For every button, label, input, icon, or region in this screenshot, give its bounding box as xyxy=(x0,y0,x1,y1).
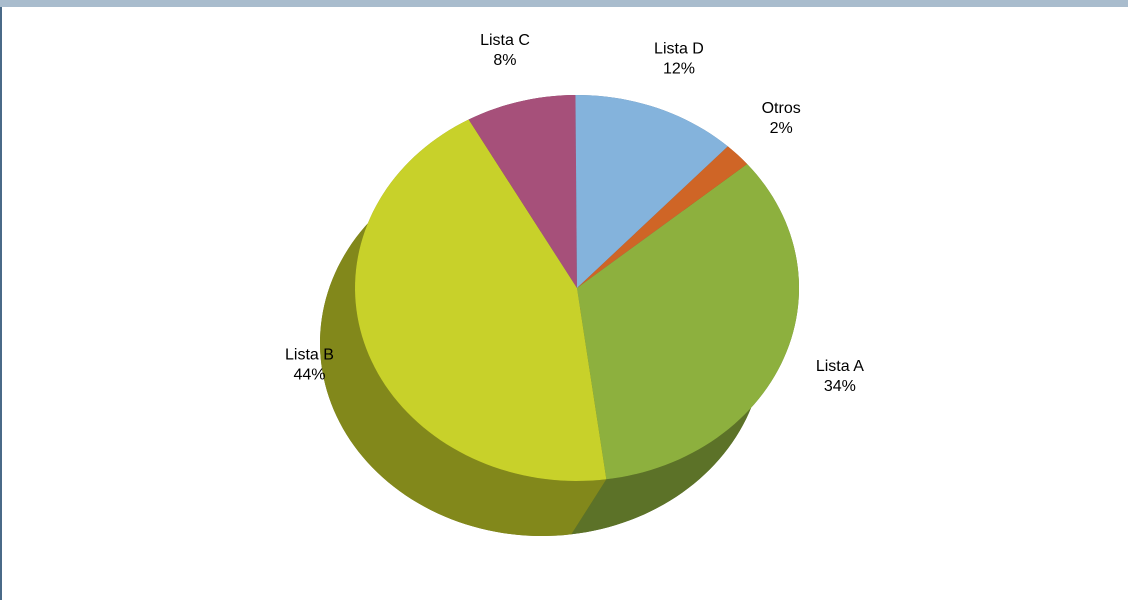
slice-label-name: Lista D xyxy=(654,41,704,58)
slice-label-name: Lista A xyxy=(816,358,864,375)
slice xyxy=(575,95,728,288)
slice-label-value: 8% xyxy=(493,52,516,69)
slice-side xyxy=(320,119,607,536)
slice xyxy=(468,95,577,288)
slice-label-name: Lista C xyxy=(480,32,530,49)
slice xyxy=(577,163,799,480)
slice-label-value: 34% xyxy=(824,378,856,395)
slice-label-value: 12% xyxy=(663,61,695,78)
slice-label-value: 44% xyxy=(293,367,325,384)
slice-label-name: Lista B xyxy=(285,347,334,364)
top-bar xyxy=(0,0,1128,7)
slice xyxy=(577,146,748,288)
slice-label-value: 2% xyxy=(770,120,793,137)
slice xyxy=(355,119,607,481)
slice-label-name: Otros xyxy=(762,100,801,117)
